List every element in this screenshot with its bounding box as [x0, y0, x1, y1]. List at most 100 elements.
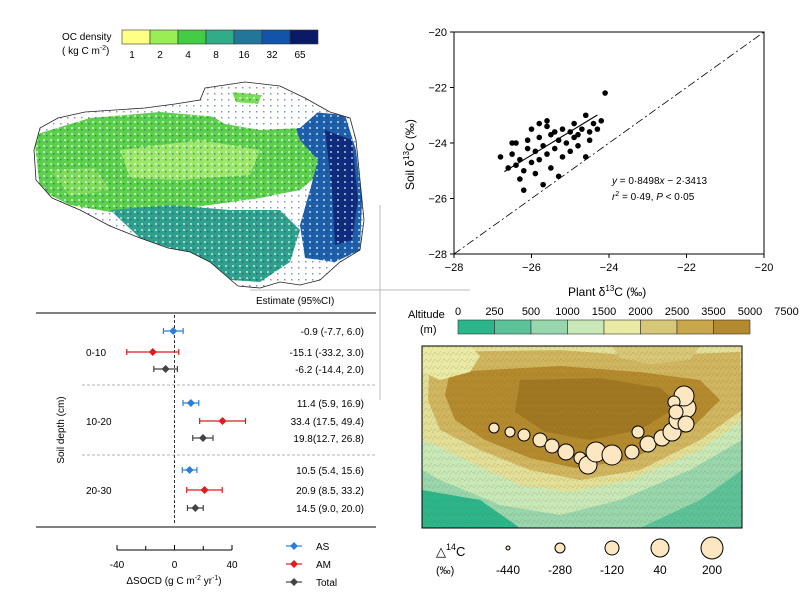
scatter-x-tick-label: −24	[600, 262, 619, 274]
size-legend-label: -280	[548, 563, 572, 577]
scatter-point	[555, 137, 562, 144]
altitude-legend-tick: 7500	[774, 306, 798, 318]
oc-legend-tick: 2	[157, 50, 163, 61]
scatter-point	[555, 173, 562, 180]
scatter-point	[505, 165, 512, 171]
scatter-x-tick-label: −28	[445, 262, 464, 274]
radiocarbon-legend-title: △14C	[436, 542, 465, 559]
scatter-point	[571, 134, 577, 141]
altitude-legend-swatch	[457, 319, 495, 335]
scatter-point	[575, 131, 581, 138]
depth-group-label: 10-20	[86, 417, 112, 428]
altitude-legend-swatch	[640, 319, 678, 335]
bubble	[504, 426, 516, 438]
altitude-legend-swatch	[713, 319, 751, 335]
scatter-point	[586, 137, 593, 144]
altitude-panel: Altitude (m) 0 250 500 1000 1500 2000 2500 3500…	[408, 306, 799, 577]
oc-legend-swatch	[149, 29, 179, 45]
scatter-point	[520, 187, 527, 193]
oc-legend-tick: 16	[238, 50, 250, 61]
scatter-point	[571, 120, 577, 127]
size-legend-bubble	[604, 540, 620, 556]
estimate-label: -15.1 (-33.2, 3.0)	[290, 348, 364, 359]
scatter-y-tick-label: −20	[428, 27, 447, 39]
scatter-point	[509, 151, 515, 157]
scatter-reference-lines	[453, 31, 765, 255]
altitude-legend-tick: 0	[455, 306, 461, 318]
scatter-point	[517, 156, 523, 163]
regression-statistics: r2 = 0·49, P < 0·05	[612, 191, 695, 203]
legend-marker	[290, 578, 298, 586]
altitude-legend-tick: 1500	[592, 306, 616, 318]
altitude-legend-title: Altitude	[408, 309, 445, 321]
forest-group-labels: 0-10 10-20 20-30	[86, 348, 112, 497]
estimate-marker	[198, 434, 207, 442]
altitude-legend-colorbar	[457, 319, 751, 335]
scatter-point	[598, 118, 605, 124]
scatter-points	[497, 90, 608, 193]
altitude-map	[422, 346, 742, 528]
bubble	[601, 444, 623, 466]
forest-x-axis-label: ΔSOCD (g C m-2 yr-1)	[126, 575, 221, 587]
scatter-point	[590, 120, 597, 127]
size-legend-label: 40	[653, 563, 667, 577]
scatter-point	[532, 148, 539, 155]
scatter-point	[559, 154, 566, 160]
legend-marker	[290, 560, 298, 568]
bubble	[557, 443, 575, 461]
bubble	[624, 444, 640, 460]
scatter-point	[536, 120, 543, 127]
scatter-point	[567, 148, 574, 155]
estimate-marker	[200, 486, 209, 494]
oc-legend-tick: 1	[129, 50, 135, 61]
scatter-ticks: −28 −26 −24 −22 −20 −28 −26 −24 −22 −20	[428, 27, 773, 274]
estimate-label: 33.4 (17.5, 49.4)	[291, 417, 364, 428]
depth-group-label: 0-10	[86, 348, 106, 359]
scatter-point	[582, 154, 589, 160]
scatter-point	[582, 112, 589, 119]
plateau-outline	[33, 81, 365, 289]
altitude-legend-swatch	[530, 319, 568, 335]
forest-y-axis-label: Soil depth (cm)	[56, 396, 67, 463]
oc-legend-swatch	[205, 29, 235, 45]
scatter-point	[563, 140, 570, 146]
scatter-point	[517, 176, 523, 182]
oc-legend-swatch	[177, 29, 207, 45]
scatter-point	[544, 151, 550, 157]
size-legend-label: -440	[496, 563, 520, 577]
scatter-point	[536, 134, 543, 141]
legend-label: AS	[316, 542, 330, 553]
forest-rows: -0.9 (-7.7, 6.0) -15.1 (-33.2, 3.0) -6.2 (…	[126, 327, 364, 515]
estimate-marker	[185, 466, 194, 474]
oc-legend-swatch	[121, 29, 151, 45]
scatter-point	[548, 165, 554, 171]
scatter-point	[497, 154, 504, 160]
scatter-point	[513, 162, 519, 168]
estimate-marker	[148, 348, 157, 356]
estimate-marker	[161, 365, 170, 373]
scatter-y-tick-label: −28	[428, 249, 447, 261]
legend-label: Total	[316, 578, 337, 589]
oc-legend-tick: 65	[294, 50, 306, 61]
scatter-point	[548, 131, 554, 138]
oc-legend-colorbar	[121, 29, 319, 45]
scatter-point	[579, 126, 585, 132]
scatter-point	[520, 167, 527, 174]
altitude-legend-tick: 250	[485, 306, 503, 318]
oc-legend-swatch	[261, 29, 291, 45]
bubble	[532, 432, 548, 448]
altitude-legend-tick: 5000	[738, 306, 762, 318]
scatter-point	[540, 142, 546, 149]
oc-legend-tick: 32	[266, 50, 278, 61]
scatter-y-tick-label: −26	[428, 194, 447, 206]
size-legend-label: 200	[702, 563, 722, 577]
estimate-label: 19.8(12.7, 26.8)	[293, 434, 364, 445]
scatter-point	[567, 129, 574, 135]
scatter-point	[513, 140, 519, 146]
altitude-legend-tick: 500	[522, 306, 540, 318]
scatter-point	[509, 140, 515, 146]
size-legend-bubble	[554, 542, 566, 554]
oc-legend-tick: 4	[185, 50, 191, 61]
scatter-y-axis-label: Soil δ13C (‰)	[402, 119, 417, 190]
